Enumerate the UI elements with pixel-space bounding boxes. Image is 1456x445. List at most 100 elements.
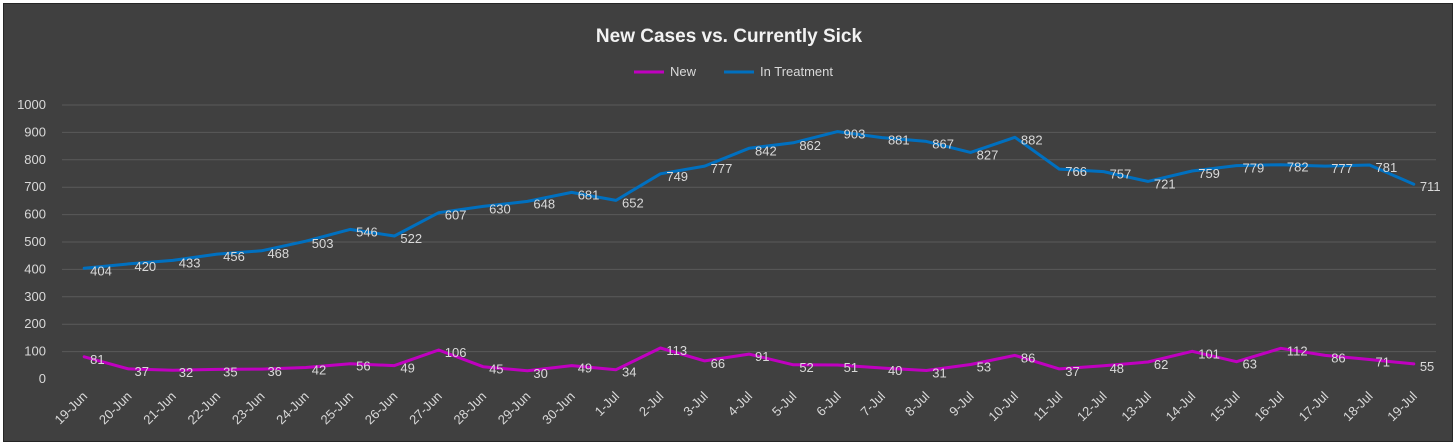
data-label: 36 xyxy=(267,364,281,379)
data-label: 62 xyxy=(1154,357,1168,372)
data-label: 86 xyxy=(1021,350,1035,365)
data-label: 882 xyxy=(1021,132,1043,147)
x-tick-label: 19-Jul xyxy=(1384,388,1420,424)
data-label: 32 xyxy=(179,365,193,380)
data-label: 37 xyxy=(134,364,148,379)
y-tick-label: 800 xyxy=(24,152,46,167)
data-label: 757 xyxy=(1110,167,1132,182)
x-tick-label: 25-Jun xyxy=(318,389,357,428)
y-tick-label: 1000 xyxy=(17,97,46,112)
data-label: 66 xyxy=(711,356,725,371)
data-label: 862 xyxy=(799,138,821,153)
data-label: 112 xyxy=(1287,343,1308,358)
x-tick-label: 10-Jul xyxy=(985,388,1021,424)
x-tick-label: 18-Jul xyxy=(1340,388,1376,424)
data-label: 881 xyxy=(888,133,910,148)
data-label: 51 xyxy=(844,360,858,375)
data-label: 49 xyxy=(400,361,414,376)
x-tick-label: 20-Jun xyxy=(96,389,135,428)
data-label: 749 xyxy=(666,169,688,184)
data-label: 759 xyxy=(1198,166,1220,181)
series-line-0 xyxy=(82,346,1416,373)
data-label: 42 xyxy=(312,362,326,377)
x-tick-label: 27-Jun xyxy=(406,389,445,428)
x-tick-label: 28-Jun xyxy=(450,389,489,428)
data-label: 53 xyxy=(977,359,991,374)
x-tick-label: 17-Jul xyxy=(1296,388,1332,424)
data-label: 903 xyxy=(844,127,866,142)
data-label: 711 xyxy=(1420,179,1441,194)
data-label: 81 xyxy=(90,352,104,367)
y-tick-label: 200 xyxy=(24,316,46,331)
x-tick-label: 13-Jul xyxy=(1118,388,1154,424)
x-tick-label: 21-Jun xyxy=(140,389,179,428)
legend: New In Treatment xyxy=(634,64,833,79)
x-tick-label: 2-Jul xyxy=(636,388,667,419)
x-tick-label: 30-Jun xyxy=(539,389,578,428)
x-tick-label: 29-Jun xyxy=(495,389,534,428)
x-tick-label: 8-Jul xyxy=(902,388,933,419)
series-line-1 xyxy=(82,130,1416,270)
data-label: 48 xyxy=(1110,361,1124,376)
data-label: 45 xyxy=(489,362,503,377)
data-label: 777 xyxy=(711,161,733,176)
data-label: 630 xyxy=(489,201,511,216)
data-label: 113 xyxy=(666,343,687,358)
data-label: 34 xyxy=(622,365,636,380)
data-label: 779 xyxy=(1243,161,1265,176)
y-tick-label: 100 xyxy=(24,344,46,359)
data-label: 404 xyxy=(90,263,112,278)
data-label: 777 xyxy=(1331,161,1353,176)
y-tick-label: 500 xyxy=(24,234,46,249)
data-label: 766 xyxy=(1065,164,1087,179)
data-label: 456 xyxy=(223,249,245,264)
data-label: 468 xyxy=(267,246,289,261)
data-label: 106 xyxy=(445,345,467,360)
data-label: 721 xyxy=(1154,176,1176,191)
data-label: 782 xyxy=(1287,160,1309,175)
data-label: 648 xyxy=(533,196,555,211)
y-tick-label: 400 xyxy=(24,261,46,276)
data-label: 40 xyxy=(888,363,902,378)
chart-title: New Cases vs. Currently Sick xyxy=(596,26,863,47)
x-tick-label: 12-Jul xyxy=(1074,388,1110,424)
data-label: 49 xyxy=(578,361,592,376)
x-tick-label: 16-Jul xyxy=(1251,388,1287,424)
data-label: 867 xyxy=(932,136,954,151)
y-tick-label: 0 xyxy=(39,371,46,386)
data-label: 91 xyxy=(755,349,769,364)
y-axis-ticks: 0 100 200 300 400 500 600 700 800 900 1000 xyxy=(17,97,46,386)
data-label: 681 xyxy=(578,187,600,202)
y-tick-label: 900 xyxy=(24,124,46,139)
data-label: 827 xyxy=(977,147,999,162)
data-label: 35 xyxy=(223,364,237,379)
series-lines xyxy=(82,130,1416,373)
y-tick-label: 700 xyxy=(24,179,46,194)
x-tick-label: 15-Jul xyxy=(1207,388,1243,424)
y-tick-label: 600 xyxy=(24,207,46,222)
y-tick-label: 300 xyxy=(24,289,46,304)
data-labels: 81 37 32 35 36 42 56 49 106 45 30 49 34 113 66 91 52 51 40… xyxy=(90,127,1440,381)
data-label: 30 xyxy=(533,366,547,381)
line-chart: New Cases vs. Currently Sick 0 100 200 300 4… xyxy=(17,26,1440,428)
legend-label: In Treatment xyxy=(760,64,833,79)
x-tick-label: 7-Jul xyxy=(858,388,889,419)
data-label: 52 xyxy=(799,360,813,375)
x-tick-label: 22-Jun xyxy=(185,389,224,428)
data-label: 607 xyxy=(445,208,467,223)
x-tick-label: 5-Jul xyxy=(769,388,800,419)
x-tick-label: 26-Jun xyxy=(362,389,401,428)
x-tick-label: 4-Jul xyxy=(725,388,756,419)
data-label: 433 xyxy=(179,255,201,270)
legend-label: New xyxy=(670,64,697,79)
data-label: 86 xyxy=(1331,350,1345,365)
x-tick-label: 19-Jun xyxy=(52,389,91,428)
gridlines xyxy=(62,104,1436,353)
data-label: 503 xyxy=(312,236,334,251)
data-label: 37 xyxy=(1065,364,1079,379)
data-label: 842 xyxy=(755,143,777,158)
x-tick-label: 3-Jul xyxy=(680,388,711,419)
data-label: 71 xyxy=(1376,355,1390,370)
data-label: 522 xyxy=(400,231,422,246)
chart-area: New Cases vs. Currently Sick 0 100 200 300 4… xyxy=(3,3,1453,442)
